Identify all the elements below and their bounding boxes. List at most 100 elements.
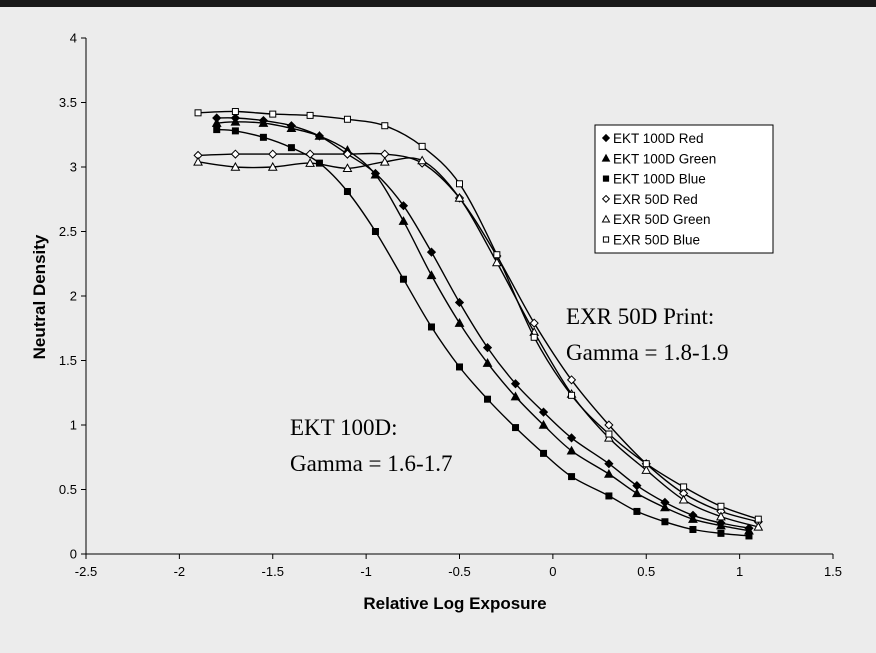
legend-label-ekt-100d-blue: EKT 100D Blue: [613, 172, 706, 187]
data-point-exr-50d-red: [566, 375, 577, 385]
annotation-exr50d-line2: Gamma = 1.8-1.9: [566, 340, 728, 365]
data-point-ekt-100d-red: [510, 379, 521, 389]
data-point-exr-50d-red: [604, 420, 614, 430]
legend-item-exr-50d-green: EXR 50D Green: [601, 212, 711, 227]
series-line-exr-50d-red: [198, 152, 759, 523]
legend-item-ekt-100d-red: EKT 100D Red: [601, 131, 704, 146]
data-point-ekt-100d-green: [314, 130, 325, 140]
x-tick-label: 1: [736, 564, 743, 579]
data-point-ekt-100d-red: [454, 297, 465, 308]
legend-marker-ekt-100d-blue: [602, 175, 610, 182]
legend-box: [594, 124, 774, 254]
data-point-exr-50d-green: [230, 161, 241, 171]
data-point-exr-50d-green: [342, 163, 353, 173]
data-point-ekt-100d-green: [426, 270, 437, 280]
annotation-exr50d: EXR 50D Print: Gamma = 1.8-1.9: [566, 304, 728, 365]
data-point-exr-50d-red: [305, 149, 315, 159]
data-point-exr-50d-red: [529, 318, 539, 328]
data-point-ekt-100d-blue: [605, 492, 613, 500]
x-tick-label: -1: [360, 564, 372, 579]
data-point-ekt-100d-blue: [568, 473, 576, 481]
data-point-exr-50d-blue: [717, 502, 725, 510]
y-tick-label: 0: [70, 547, 77, 562]
legend-label-ekt-100d-green: EKT 100D Green: [613, 151, 716, 166]
data-point-ekt-100d-green: [510, 391, 521, 401]
series-ekt-100d-green: [211, 116, 754, 535]
data-point-exr-50d-blue: [343, 115, 351, 123]
data-point-ekt-100d-blue: [456, 363, 463, 371]
data-point-ekt-100d-blue: [371, 228, 379, 235]
data-point-exr-50d-blue: [605, 430, 613, 438]
data-point-ekt-100d-blue: [689, 525, 697, 533]
data-point-ekt-100d-green: [230, 116, 241, 126]
data-point-ekt-100d-blue: [661, 518, 669, 526]
data-point-exr-50d-green: [193, 156, 203, 166]
data-point-ekt-100d-red: [566, 433, 577, 443]
data-point-ekt-100d-green: [398, 216, 409, 225]
series-layer: [193, 108, 764, 540]
legend-item-ekt-100d-green: EKT 100D Green: [601, 151, 716, 166]
data-point-ekt-100d-blue: [231, 127, 239, 135]
data-point-ekt-100d-green: [286, 123, 297, 133]
y-tick-label: 4: [70, 31, 77, 46]
data-point-ekt-100d-red: [482, 342, 493, 353]
legend-item-exr-50d-red: EXR 50D Red: [601, 192, 698, 207]
data-point-exr-50d-green: [716, 511, 726, 521]
top-rule: [0, 0, 876, 7]
data-point-exr-50d-blue: [754, 515, 762, 523]
y-tick-label: 2.5: [59, 224, 77, 239]
data-point-exr-50d-red: [230, 149, 241, 159]
x-tick-label: -0.5: [448, 564, 470, 579]
data-point-exr-50d-blue: [642, 460, 650, 468]
data-point-exr-50d-green: [379, 156, 390, 166]
data-point-exr-50d-green: [454, 192, 465, 202]
y-tick-label: 3: [70, 160, 77, 175]
data-point-exr-50d-green: [491, 257, 502, 267]
data-point-ekt-100d-blue: [287, 144, 295, 152]
series-line-exr-50d-blue: [198, 110, 759, 520]
legend-label-ekt-100d-red: EKT 100D Red: [613, 131, 704, 146]
data-point-exr-50d-blue: [381, 122, 389, 130]
data-point-ekt-100d-green: [688, 514, 698, 523]
x-tick-label: 1.5: [824, 564, 842, 579]
legend-marker-ekt-100d-red: [601, 133, 611, 143]
legend-marker-exr-50d-green: [601, 214, 611, 223]
data-point-ekt-100d-blue: [484, 395, 492, 403]
data-point-exr-50d-blue: [493, 251, 501, 259]
data-point-ekt-100d-green: [258, 118, 269, 127]
data-point-ekt-100d-blue: [427, 323, 435, 331]
series-ekt-100d-blue: [213, 126, 753, 540]
y-axis-title: Neutral Density: [30, 234, 49, 359]
x-axis-title: Relative Log Exposure: [363, 594, 546, 613]
data-point-ekt-100d-blue: [745, 532, 753, 540]
data-point-exr-50d-green: [305, 158, 315, 167]
data-point-exr-50d-blue: [456, 180, 463, 188]
data-point-ekt-100d-green: [454, 318, 465, 327]
data-point-ekt-100d-red: [538, 407, 549, 417]
x-tick-label: -2.5: [75, 564, 97, 579]
data-point-ekt-100d-red: [604, 459, 614, 469]
y-tick-label: 2: [70, 289, 77, 304]
data-point-ekt-100d-red: [398, 201, 409, 211]
x-tick-label: 0: [549, 564, 556, 579]
data-point-ekt-100d-red: [426, 247, 437, 257]
series-exr-50d-green: [193, 155, 764, 531]
legend-item-ekt-100d-blue: EKT 100D Blue: [602, 172, 706, 187]
data-point-ekt-100d-blue: [343, 188, 351, 196]
data-point-ekt-100d-green: [660, 502, 670, 512]
data-point-ekt-100d-blue: [259, 133, 267, 141]
data-point-exr-50d-blue: [231, 108, 239, 116]
data-point-exr-50d-green: [641, 465, 652, 474]
data-point-exr-50d-green: [753, 521, 764, 531]
data-point-exr-50d-blue: [530, 333, 538, 341]
data-point-ekt-100d-green: [370, 169, 381, 179]
y-tick-label: 0.5: [59, 482, 77, 497]
annotation-ekt100d-line2: Gamma = 1.6-1.7: [290, 451, 452, 476]
legend-label-exr-50d-blue: EXR 50D Blue: [613, 233, 700, 248]
axes: -2.5 -2 -1.5 -1 -0.5 0 0.5 1 1.5 0 0.5 1 1.5 2 2.5 3 3.5…: [59, 31, 842, 580]
series-ekt-100d-red: [212, 113, 754, 533]
data-point-ekt-100d-blue: [512, 424, 520, 432]
data-point-exr-50d-green: [678, 494, 689, 504]
data-point-ekt-100d-green: [482, 358, 493, 367]
